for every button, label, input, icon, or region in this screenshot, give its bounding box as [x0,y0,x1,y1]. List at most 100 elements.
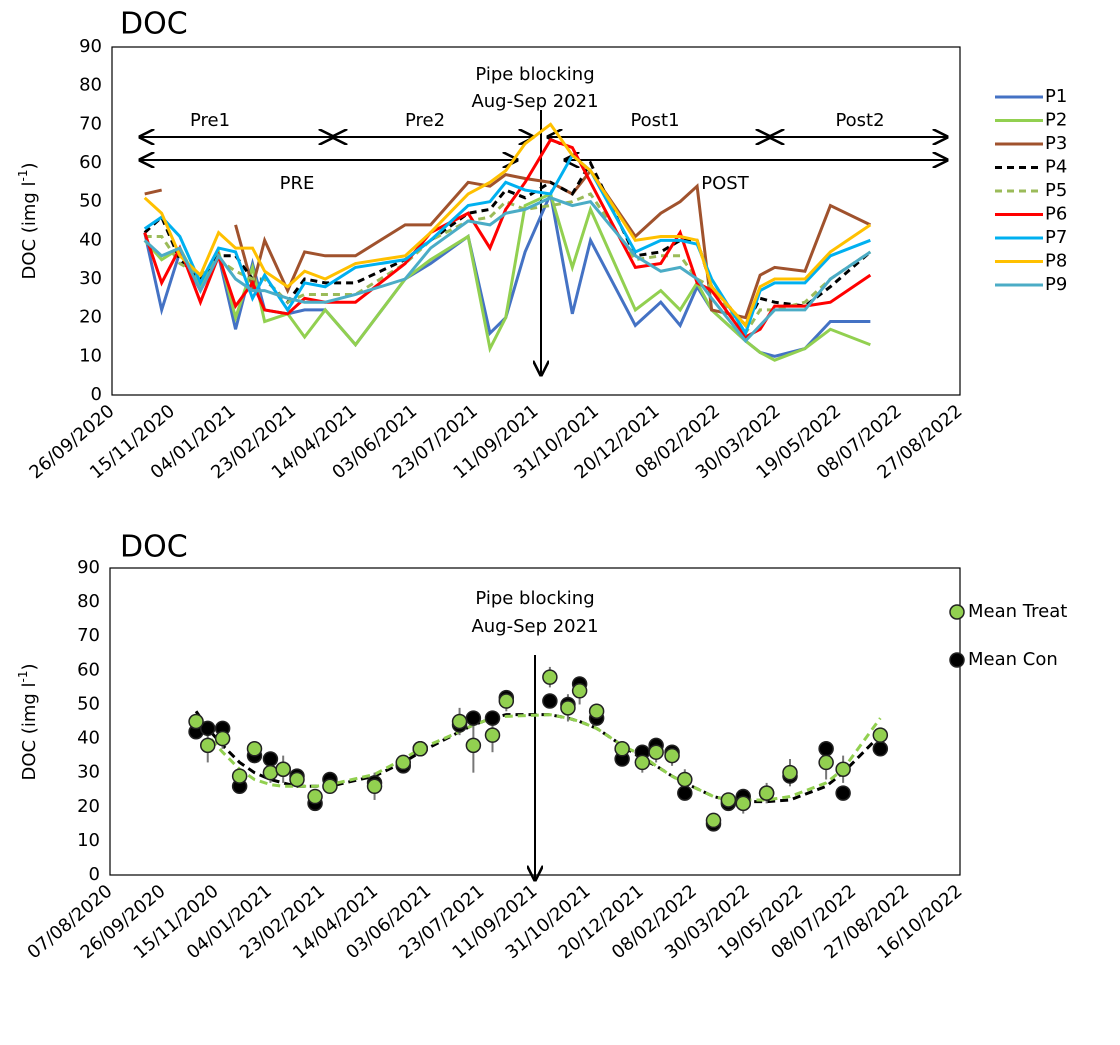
data-point [262,764,279,781]
y-label-sup: -1 [16,671,30,683]
annotation: Aug-Sep 2021 [471,616,598,637]
series-line [144,188,163,196]
period-label: Post1 [630,110,679,131]
y-tick-label: 90 [77,557,100,578]
data-point [872,741,889,757]
data-point [484,710,501,726]
data-point [571,683,588,699]
y-label-end: ) [19,162,40,169]
data-point [758,785,775,801]
data-point [542,669,558,685]
y-tick-label: 10 [77,830,100,851]
data-point [588,703,605,720]
data-point [705,812,722,829]
data-point [200,737,216,754]
y-tick-label: 60 [77,659,100,680]
data-point [720,792,737,808]
y-axis-label: DOC (img l-1) [16,162,41,279]
data-point [818,741,834,757]
y-tick-label: 40 [77,728,100,749]
legend-label: P9 [1045,274,1067,295]
series-line [143,196,872,344]
data-point [498,693,515,709]
y-tick-label: 90 [79,36,102,57]
legend-label: P7 [1045,227,1067,248]
y-axis-label: DOC (img l-1) [16,663,41,780]
legend-label: P3 [1045,133,1067,154]
data-point [200,720,216,737]
y-tick-label: 0 [91,384,102,405]
fit-line [194,713,882,802]
data-point [818,754,834,771]
data-point [542,693,558,709]
annotation: Pipe blocking [475,588,594,609]
legend-label: P2 [1045,110,1067,131]
data-point [412,741,428,757]
data-point [677,785,693,801]
y-tick-label: 80 [79,75,102,96]
data-point [484,727,501,743]
y-tick-label: 50 [77,693,100,714]
data-point [465,710,482,726]
annotation: Pipe blocking [475,64,594,85]
legend-label: P1 [1045,86,1067,107]
y-tick-label: 50 [79,191,102,212]
data-point [872,727,889,743]
data-point [782,764,798,781]
data-point [246,741,263,757]
data-point [262,751,279,767]
data-point [214,730,231,747]
fit-line [194,710,882,804]
data-point [465,737,482,754]
annotation: Aug-Sep 2021 [471,91,598,112]
y-label-text: DOC (img l [19,181,40,279]
data-point [275,761,291,778]
y-label-text: DOC (img l [19,682,40,780]
y-tick-label: 10 [79,345,102,366]
period-label: Pre1 [190,110,230,131]
legend-label: Mean Treat [968,601,1067,622]
plot-frame [111,46,961,396]
data-point [648,744,664,760]
y-tick-label: 80 [77,591,100,612]
data-point [395,754,411,771]
y-tick-label: 0 [89,864,100,885]
y-tick-label: 40 [79,229,102,250]
y-tick-label: 30 [77,762,100,783]
data-point [677,771,693,788]
series-line [234,168,872,320]
legend-label: P6 [1045,204,1067,225]
plot-frame [109,567,961,876]
y-tick-label: 60 [79,152,102,173]
data-point [735,795,751,812]
chart-title: DOC [120,7,188,42]
legend-label: Mean Con [968,649,1058,670]
period-label: PRE [280,173,315,194]
y-label-end: ) [19,663,40,670]
data-point [322,778,338,795]
series-line [143,122,872,329]
y-tick-label: 20 [79,307,102,328]
period-label: Pre2 [405,110,445,131]
legend-label: P4 [1045,157,1067,178]
y-tick-label: 70 [77,625,100,646]
data-point [307,788,323,805]
chart-title: DOC [120,530,188,565]
data-point [835,761,851,778]
y-tick-label: 70 [79,113,102,134]
data-point [451,713,468,730]
y-tick-label: 30 [79,268,102,289]
legend-label: P5 [1045,180,1067,201]
series-line [143,152,871,337]
legend-label: P8 [1045,251,1067,272]
period-label: Post2 [835,110,884,131]
data-point [634,754,651,771]
data-point [366,778,383,795]
data-point [835,785,851,801]
y-label-sup: -1 [16,170,30,182]
data-point [664,747,680,764]
data-point [614,741,630,757]
data-point [289,771,305,788]
data-point [188,713,204,730]
